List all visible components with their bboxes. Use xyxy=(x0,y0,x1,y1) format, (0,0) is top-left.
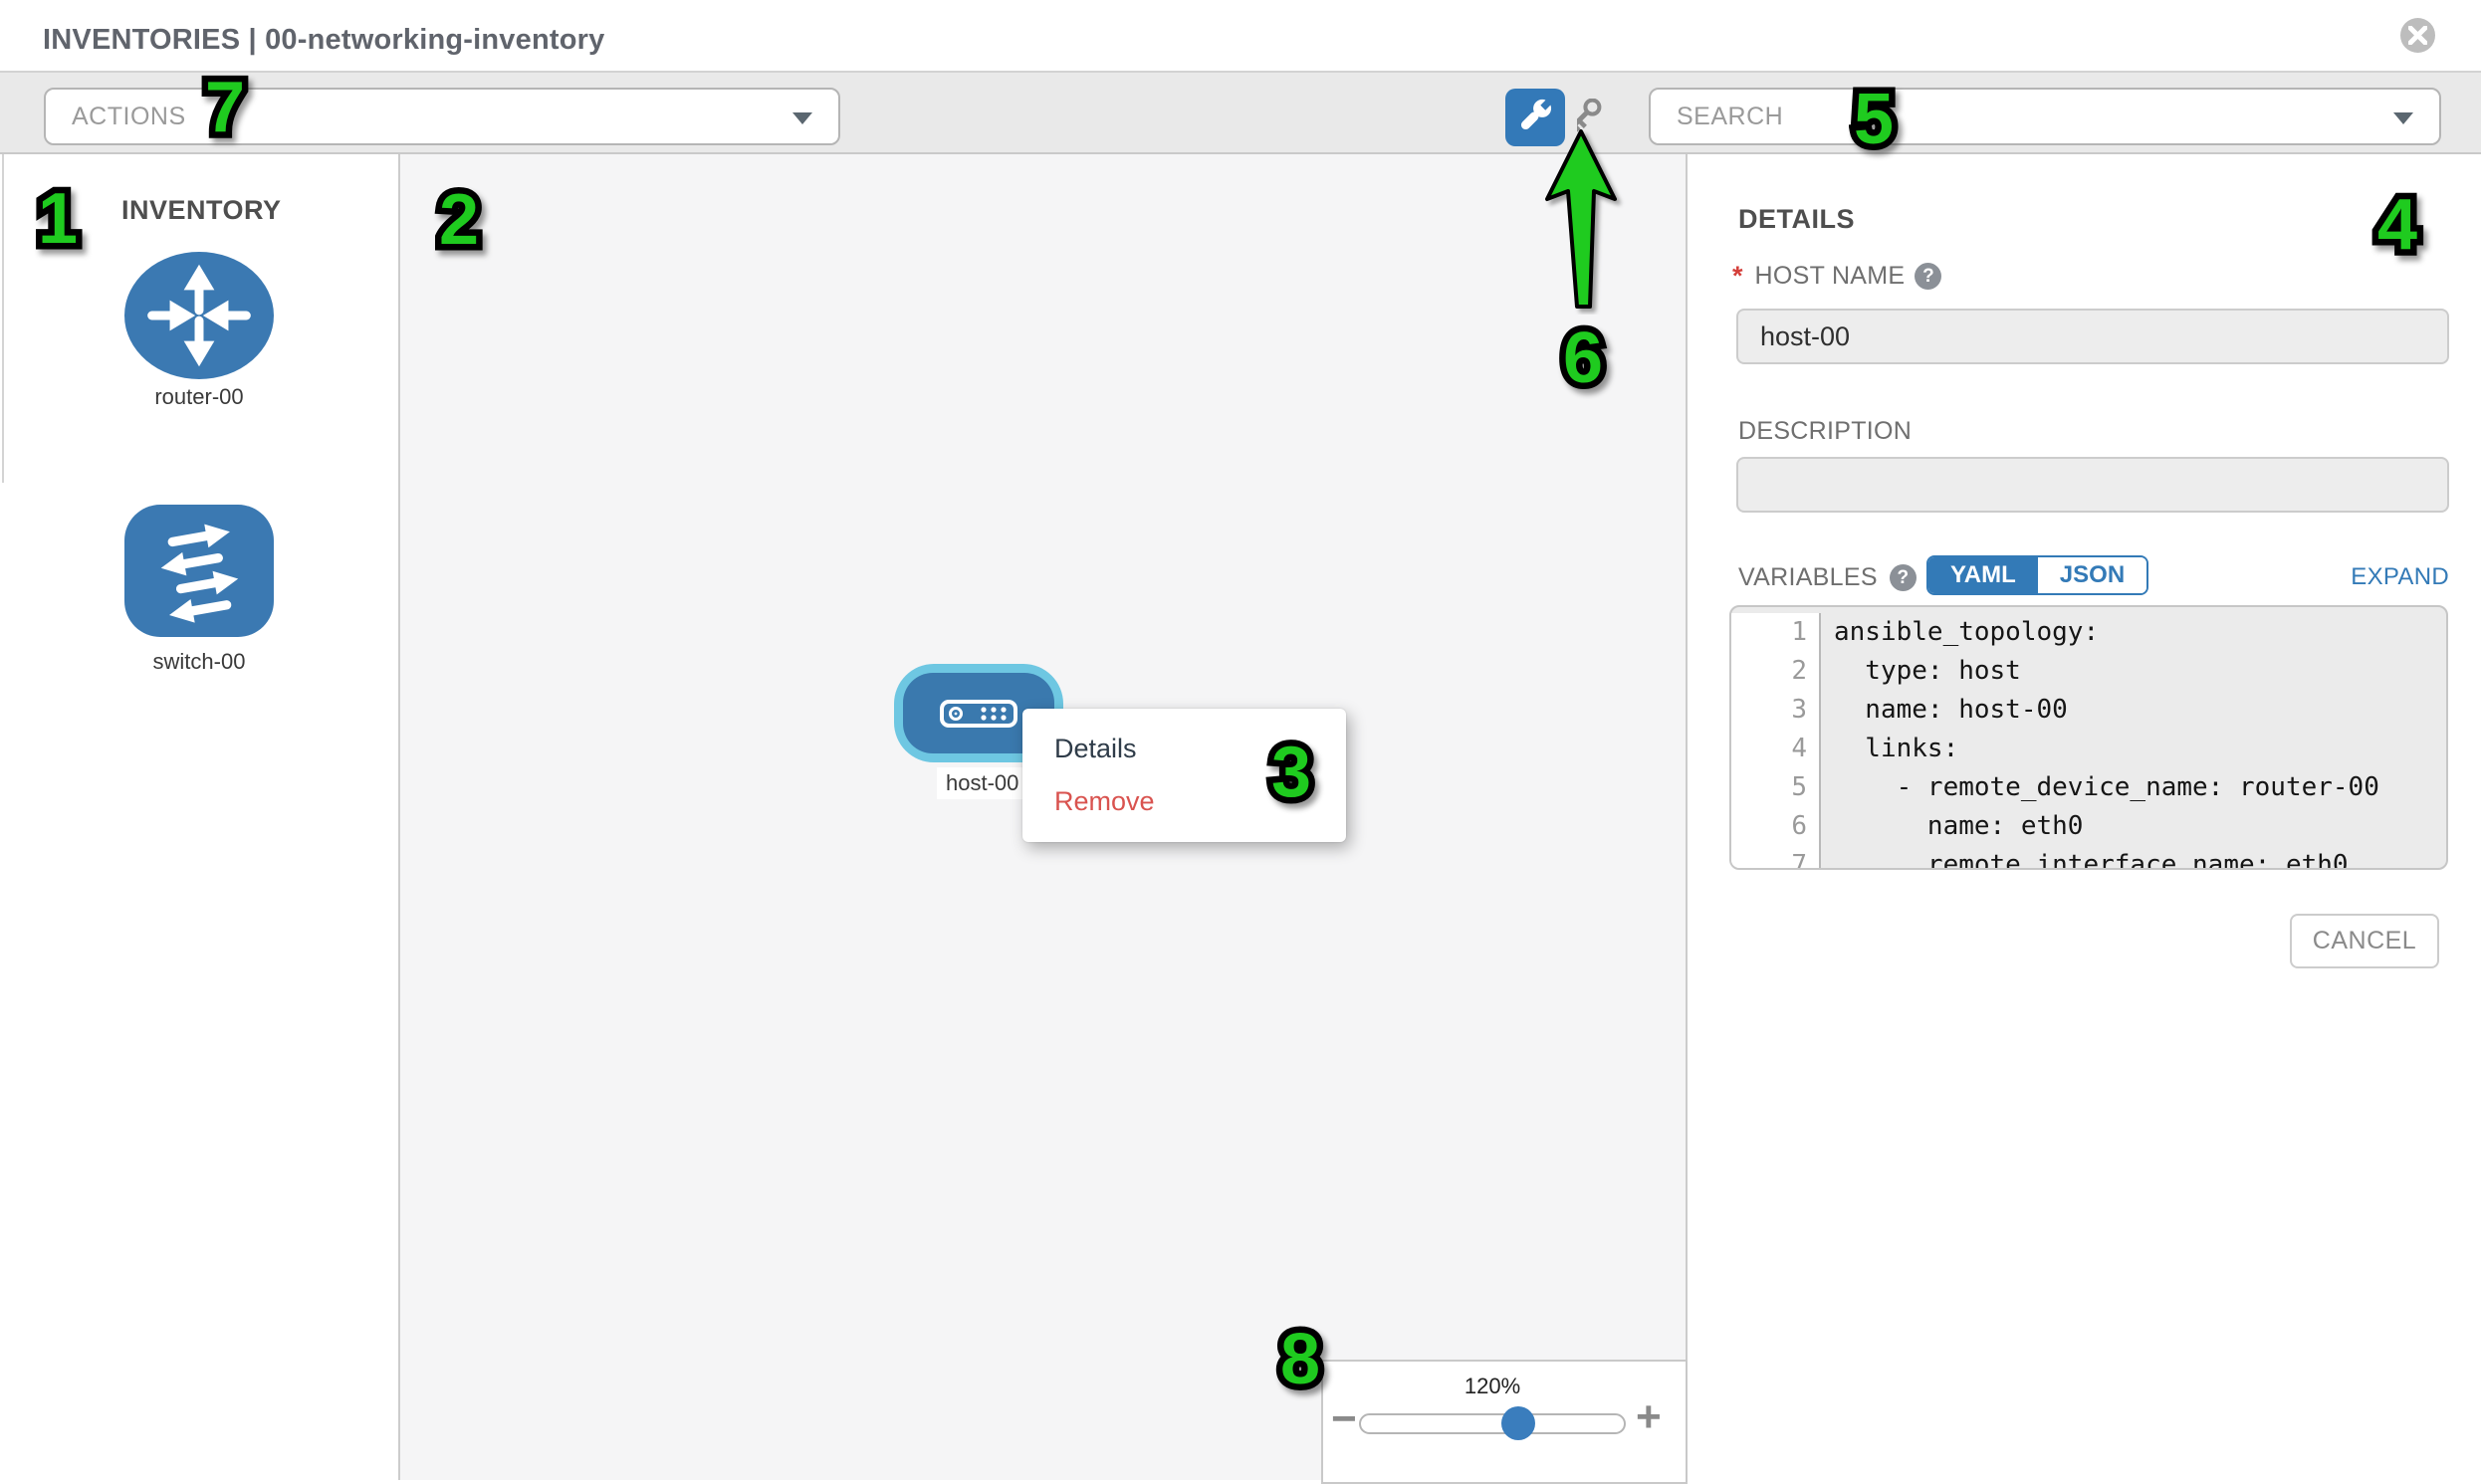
palette-item-router[interactable] xyxy=(124,252,274,379)
zoom-out-button[interactable]: − xyxy=(1331,1394,1357,1443)
node-context-menu: Details Remove xyxy=(1022,709,1346,842)
code-line: 1 ansible_topology: xyxy=(1731,613,2446,652)
zoom-control: 120% − + xyxy=(1321,1360,1688,1484)
host-server-icon xyxy=(940,699,1017,728)
chevron-down-icon xyxy=(2393,112,2413,124)
close-icon xyxy=(2408,26,2427,45)
router-arrows-icon xyxy=(147,264,251,367)
host-name-row: * HOST NAME ? xyxy=(1732,261,1942,292)
panel-edge-line xyxy=(2,154,4,483)
code-line: 3 name: host-00 xyxy=(1731,691,2446,730)
actions-dropdown-placeholder: ACTIONS xyxy=(72,102,186,130)
zoom-level-value: 120% xyxy=(1464,1374,1521,1398)
search-placeholder: SEARCH xyxy=(1677,102,1784,130)
code-line: 4 links: xyxy=(1731,730,2446,768)
zoom-in-button[interactable]: + xyxy=(1636,1392,1662,1441)
zoom-slider-handle[interactable] xyxy=(1501,1406,1535,1440)
wrench-icon xyxy=(1520,98,1553,130)
palette-item-router-label: router-00 xyxy=(154,384,244,409)
cancel-button[interactable]: CANCEL xyxy=(2290,914,2439,968)
palette-item-switch-label: switch-00 xyxy=(152,649,246,674)
code-line: 7 remote_interface_name: eth0 xyxy=(1731,846,2446,868)
context-menu-item-details[interactable]: Details xyxy=(1054,734,1137,763)
key-icon xyxy=(1570,98,1602,132)
toggle-json[interactable]: JSON xyxy=(2037,557,2147,593)
code-line: 6 name: eth0 xyxy=(1731,807,2446,846)
palette-item-switch[interactable] xyxy=(124,505,274,637)
chevron-down-icon xyxy=(792,112,812,124)
tools-button[interactable] xyxy=(1505,89,1565,146)
page-header: INVENTORIES | 00-networking-inventory xyxy=(0,0,2481,71)
variables-format-toggle: YAML JSON xyxy=(1926,555,2149,595)
description-input[interactable] xyxy=(1736,457,2449,513)
host-name-input[interactable] xyxy=(1736,309,2449,364)
inventory-panel-title: INVENTORY xyxy=(121,195,282,225)
help-icon[interactable]: ? xyxy=(1889,564,1917,591)
toggle-yaml[interactable]: YAML xyxy=(1928,557,2038,593)
details-panel-title: DETAILS xyxy=(1738,204,1855,234)
description-label: DESCRIPTION xyxy=(1738,417,1913,445)
host-name-label: HOST NAME xyxy=(1754,262,1906,290)
help-icon[interactable]: ? xyxy=(1915,263,1942,290)
actions-dropdown[interactable]: ACTIONS xyxy=(44,88,840,145)
page-title: INVENTORIES | 00-networking-inventory xyxy=(43,24,605,56)
key-button[interactable] xyxy=(1570,98,1625,142)
variables-row: VARIABLES ? xyxy=(1738,563,1917,592)
expand-link[interactable]: EXPAND xyxy=(2351,563,2449,590)
switch-arrows-icon xyxy=(160,524,239,623)
code-line: 2 type: host xyxy=(1731,652,2446,691)
context-menu-item-remove[interactable]: Remove xyxy=(1054,786,1155,816)
variables-code-editor[interactable]: 1 ansible_topology: 2 type: host 3 name:… xyxy=(1729,605,2448,870)
toolbar: ACTIONS SEARCH xyxy=(0,71,2481,154)
zoom-slider-track[interactable] xyxy=(1359,1413,1626,1434)
close-button[interactable] xyxy=(2400,18,2435,53)
variables-label: VARIABLES xyxy=(1738,563,1878,591)
node-host-label: host-00 xyxy=(937,767,1028,799)
search-dropdown[interactable]: SEARCH xyxy=(1649,88,2441,145)
code-line: 5 - remote_device_name: router-00 xyxy=(1731,768,2446,807)
required-marker: * xyxy=(1732,261,1743,291)
